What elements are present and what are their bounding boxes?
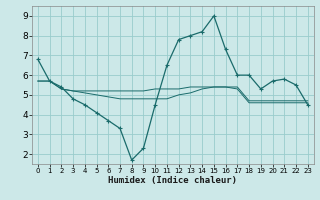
X-axis label: Humidex (Indice chaleur): Humidex (Indice chaleur) bbox=[108, 176, 237, 185]
